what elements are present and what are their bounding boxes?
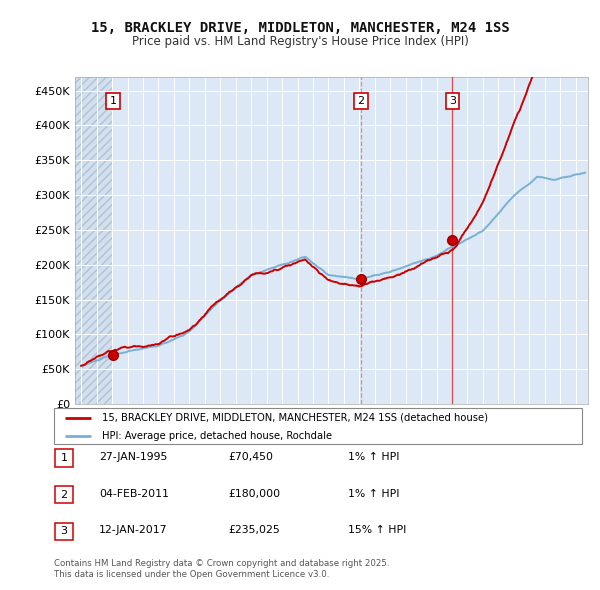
- Text: £180,000: £180,000: [228, 489, 280, 499]
- Text: 04-FEB-2011: 04-FEB-2011: [99, 489, 169, 499]
- Text: 2: 2: [61, 490, 67, 500]
- Text: 27-JAN-1995: 27-JAN-1995: [99, 453, 167, 462]
- Text: Contains HM Land Registry data © Crown copyright and database right 2025.
This d: Contains HM Land Registry data © Crown c…: [54, 559, 389, 579]
- Text: 15% ↑ HPI: 15% ↑ HPI: [348, 526, 406, 535]
- Text: 15, BRACKLEY DRIVE, MIDDLETON, MANCHESTER, M24 1SS (detached house): 15, BRACKLEY DRIVE, MIDDLETON, MANCHESTE…: [101, 413, 488, 423]
- Text: £235,025: £235,025: [228, 526, 280, 535]
- Text: 2: 2: [357, 96, 364, 106]
- Text: Price paid vs. HM Land Registry's House Price Index (HPI): Price paid vs. HM Land Registry's House …: [131, 35, 469, 48]
- Text: 1% ↑ HPI: 1% ↑ HPI: [348, 453, 400, 462]
- Text: 15, BRACKLEY DRIVE, MIDDLETON, MANCHESTER, M24 1SS: 15, BRACKLEY DRIVE, MIDDLETON, MANCHESTE…: [91, 21, 509, 35]
- Text: 1: 1: [61, 453, 67, 463]
- Text: £70,450: £70,450: [228, 453, 273, 462]
- Text: 12-JAN-2017: 12-JAN-2017: [99, 526, 167, 535]
- Text: 3: 3: [61, 526, 67, 536]
- Text: 1: 1: [110, 96, 116, 106]
- Text: 3: 3: [449, 96, 456, 106]
- Text: 1% ↑ HPI: 1% ↑ HPI: [348, 489, 400, 499]
- Text: HPI: Average price, detached house, Rochdale: HPI: Average price, detached house, Roch…: [101, 431, 332, 441]
